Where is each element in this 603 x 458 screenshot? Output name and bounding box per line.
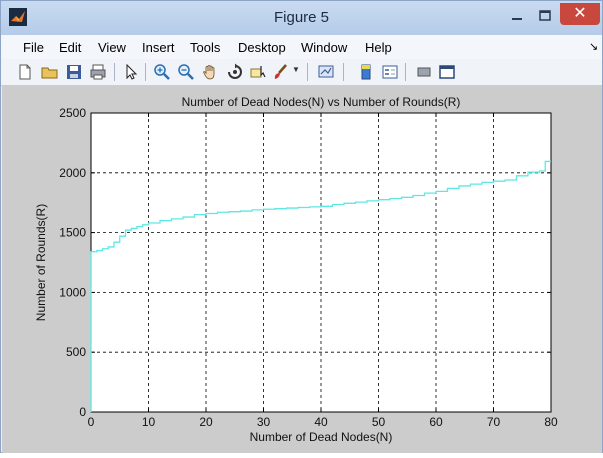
matlab-logo-icon: [9, 8, 27, 26]
link-plot-icon[interactable]: [317, 63, 335, 81]
y-axis-label: Number of Rounds(R): [34, 204, 48, 321]
series-layer: [90, 160, 551, 412]
zoom-out-icon[interactable]: [177, 63, 195, 81]
grid-lines: [91, 113, 551, 412]
close-button[interactable]: ✕: [560, 3, 600, 25]
close-icon: ✕: [573, 5, 587, 22]
insert-legend-icon[interactable]: [381, 63, 399, 81]
pan-hand-icon[interactable]: [201, 63, 219, 81]
toolbar-separator: [343, 63, 344, 81]
x-tick-label: 20: [199, 415, 213, 429]
y-tick-label: 2000: [59, 166, 86, 180]
menu-window[interactable]: Window: [301, 40, 348, 55]
menu-tools[interactable]: Tools: [190, 40, 221, 55]
print-icon[interactable]: [89, 63, 107, 81]
y-tick-label: 0: [79, 405, 86, 419]
insert-colorbar-icon[interactable]: [357, 63, 375, 81]
brush-icon[interactable]: [272, 63, 290, 81]
window-title: Figure 5: [273, 9, 330, 26]
y-tick-label: 500: [66, 345, 86, 359]
save-icon[interactable]: [65, 63, 83, 81]
figure-toolbar: ▼: [1, 59, 602, 86]
toolbar-separator: [114, 63, 115, 81]
x-tick-label: 50: [372, 415, 386, 429]
x-tick-label: 70: [487, 415, 501, 429]
select-arrow-icon[interactable]: [123, 63, 141, 81]
minimize-button[interactable]: [504, 7, 530, 25]
x-tick-label: 40: [314, 415, 328, 429]
toolbar-separator: [307, 63, 308, 81]
chart-title: Number of Dead Nodes(N) vs Number of Rou…: [182, 95, 461, 109]
title-bar[interactable]: Figure 5 ✕: [1, 1, 602, 35]
menu-view[interactable]: View: [98, 40, 126, 55]
brush-dropdown-icon[interactable]: ▼: [292, 65, 300, 74]
y-tick-label: 1000: [59, 285, 86, 299]
x-tick-label: 30: [257, 415, 271, 429]
open-file-icon[interactable]: [41, 63, 59, 81]
menu-help[interactable]: Help: [365, 40, 392, 55]
menu-edit[interactable]: Edit: [59, 40, 82, 55]
maximize-button[interactable]: [532, 7, 558, 25]
y-tick-label: 2500: [59, 106, 86, 120]
menu-bar: File Edit View Insert Tools Desktop Wind…: [1, 35, 602, 59]
series-line: [90, 160, 551, 412]
menu-insert[interactable]: Insert: [142, 40, 175, 55]
hide-plot-tools-icon[interactable]: [415, 63, 433, 81]
rotate-3d-icon[interactable]: [226, 63, 244, 81]
data-cursor-icon[interactable]: [249, 63, 267, 81]
figure-canvas[interactable]: 0 10 20 30 40 50 60 70 80 0 500 1000 1500 2000 2500 Nu…: [2, 86, 602, 453]
menu-desktop[interactable]: Desktop: [238, 40, 286, 55]
new-figure-icon[interactable]: [16, 63, 34, 81]
toolbar-separator: [145, 63, 146, 81]
menu-file[interactable]: File: [23, 40, 44, 55]
x-tick-label: 60: [429, 415, 443, 429]
zoom-in-icon[interactable]: [153, 63, 171, 81]
toolbar-separator: [405, 63, 406, 81]
axis-ticks: 0 10 20 30 40 50 60 70 80 0 500 1000 1500 2000 2500: [59, 106, 558, 429]
x-axis-label: Number of Dead Nodes(N): [250, 430, 393, 444]
x-tick-label: 10: [142, 415, 156, 429]
x-tick-label: 0: [88, 415, 95, 429]
line-chart: 0 10 20 30 40 50 60 70 80 0 500 1000 1500 2000 2500 Nu…: [34, 95, 558, 444]
x-tick-label: 80: [544, 415, 558, 429]
show-plot-tools-icon[interactable]: [438, 63, 456, 81]
toolbar-dock-arrow-icon[interactable]: ↘: [589, 41, 599, 53]
y-tick-label: 1500: [59, 226, 86, 240]
